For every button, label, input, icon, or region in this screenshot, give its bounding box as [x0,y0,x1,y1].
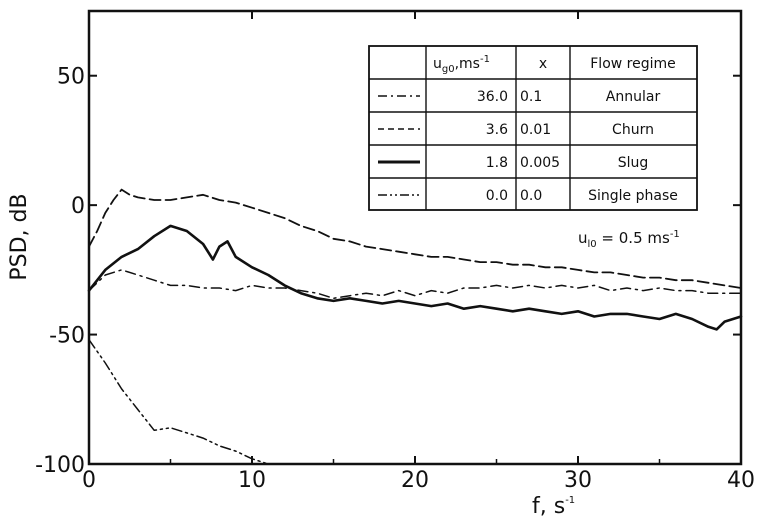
legend-regime-annular: Annular [606,89,661,105]
series-line-single-phase [88,338,270,465]
axis-ticks: 0 10 20 30 40 -100 -50 0 50 [35,11,755,493]
series-layer [87,188,743,465]
y-axis-label: PSD, dB [7,193,32,280]
series-line-slug [87,224,743,331]
x-tick-label: 10 [238,468,266,493]
legend-ug0-single-phase: 0.0 [486,188,508,204]
legend-header-x: x [539,56,547,72]
y-tick-label: -50 [49,324,85,349]
series-line-annular [88,269,742,300]
y-tick-label: 50 [57,65,85,90]
legend-regime-churn: Churn [612,122,654,138]
legend-ug0-annular: 36.0 [477,89,508,105]
legend-x-annular: 0.1 [520,89,542,105]
x-tick-label: 0 [82,468,96,493]
x-tick-label: 20 [401,468,429,493]
legend-x-single-phase: 0.0 [520,188,542,204]
liquid-velocity-annotation: ul0 = 0.5 ms-1 [578,229,680,250]
legend-border [368,45,698,211]
y-tick-label: -100 [35,453,85,478]
legend-ug0-slug: 1.8 [486,155,508,171]
legend-header-ug0: ug0,ms-1 [433,54,490,75]
legend-ug0-churn: 3.6 [486,122,508,138]
x-tick-label: 30 [564,468,592,493]
legend-regime-single-phase: Single phase [588,188,678,204]
legend-x-churn: 0.01 [520,122,551,138]
x-axis-label-superscript: -1 [565,495,575,506]
x-axis-label-main: f, s [532,494,565,519]
y-tick-label: 0 [71,194,85,219]
legend-regime-slug: Slug [618,155,649,171]
series-line-churn [88,188,742,289]
legend-x-slug: 0.005 [520,155,560,171]
x-axis-label: f, s-1 [532,494,575,519]
legend-header-regime: Flow regime [590,56,676,72]
x-tick-label: 40 [727,468,755,493]
legend-table: ug0,ms-1 x Flow regime 36.0 0.1 Annular … [368,45,698,211]
